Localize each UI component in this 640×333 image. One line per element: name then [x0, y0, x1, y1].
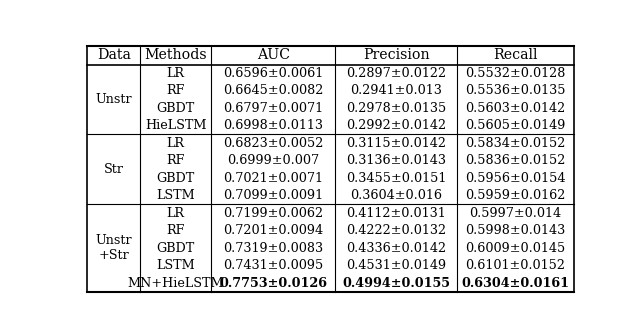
Text: 0.6009±0.0145: 0.6009±0.0145	[465, 241, 565, 254]
Text: 0.6998±0.0113: 0.6998±0.0113	[223, 119, 323, 132]
Text: RF: RF	[166, 84, 185, 97]
Text: 0.5605±0.0149: 0.5605±0.0149	[465, 119, 565, 132]
Text: 0.6797±0.0071: 0.6797±0.0071	[223, 102, 323, 115]
Text: 0.7099±0.0091: 0.7099±0.0091	[223, 189, 323, 202]
Text: GBDT: GBDT	[157, 102, 195, 115]
Text: 0.5532±0.0128: 0.5532±0.0128	[465, 67, 565, 80]
Text: 0.6823±0.0052: 0.6823±0.0052	[223, 137, 324, 150]
Text: 0.5997±0.014: 0.5997±0.014	[469, 206, 561, 219]
Text: 0.7753±0.0126: 0.7753±0.0126	[220, 276, 328, 289]
Text: 0.5998±0.0143: 0.5998±0.0143	[465, 224, 565, 237]
Text: 0.6101±0.0152: 0.6101±0.0152	[465, 259, 565, 272]
Text: 0.6596±0.0061: 0.6596±0.0061	[223, 67, 323, 80]
Text: Str: Str	[104, 163, 124, 176]
Text: GBDT: GBDT	[157, 241, 195, 254]
Text: 0.5836±0.0152: 0.5836±0.0152	[465, 154, 565, 167]
Text: 0.3604±0.016: 0.3604±0.016	[350, 189, 442, 202]
Text: RF: RF	[166, 154, 185, 167]
Text: MN+HieLSTM: MN+HieLSTM	[127, 276, 224, 289]
Text: 0.4994±0.0155: 0.4994±0.0155	[342, 276, 450, 289]
Text: AUC: AUC	[257, 48, 290, 63]
Text: Unstr
+Str: Unstr +Str	[95, 234, 132, 262]
Text: RF: RF	[166, 224, 185, 237]
Text: 0.2941±0.013: 0.2941±0.013	[350, 84, 442, 97]
Text: 0.2992±0.0142: 0.2992±0.0142	[346, 119, 446, 132]
Text: 0.4222±0.0132: 0.4222±0.0132	[346, 224, 446, 237]
Text: 0.5959±0.0162: 0.5959±0.0162	[465, 189, 565, 202]
Text: HieLSTM: HieLSTM	[145, 119, 207, 132]
Text: LSTM: LSTM	[156, 259, 195, 272]
Text: 0.3115±0.0142: 0.3115±0.0142	[346, 137, 446, 150]
Text: LSTM: LSTM	[156, 189, 195, 202]
Text: Recall: Recall	[493, 48, 538, 63]
Text: Unstr: Unstr	[95, 93, 132, 106]
Text: 0.2897±0.0122: 0.2897±0.0122	[346, 67, 446, 80]
Text: 0.2978±0.0135: 0.2978±0.0135	[346, 102, 446, 115]
Text: 0.7201±0.0094: 0.7201±0.0094	[223, 224, 323, 237]
Text: 0.7431±0.0095: 0.7431±0.0095	[223, 259, 323, 272]
Text: 0.4336±0.0142: 0.4336±0.0142	[346, 241, 446, 254]
Text: 0.6645±0.0082: 0.6645±0.0082	[223, 84, 324, 97]
Text: Precision: Precision	[363, 48, 429, 63]
Text: 0.4112±0.0131: 0.4112±0.0131	[346, 206, 446, 219]
Text: 0.3136±0.0143: 0.3136±0.0143	[346, 154, 446, 167]
Text: Data: Data	[97, 48, 131, 63]
Text: 0.6304±0.0161: 0.6304±0.0161	[461, 276, 569, 289]
Text: 0.7021±0.0071: 0.7021±0.0071	[223, 171, 323, 184]
Text: 0.7319±0.0083: 0.7319±0.0083	[223, 241, 323, 254]
Text: Methods: Methods	[145, 48, 207, 63]
Text: 0.5834±0.0152: 0.5834±0.0152	[465, 137, 565, 150]
Text: 0.6999±0.007: 0.6999±0.007	[227, 154, 319, 167]
Text: 0.4531±0.0149: 0.4531±0.0149	[346, 259, 446, 272]
Text: LR: LR	[166, 206, 185, 219]
Text: 0.5603±0.0142: 0.5603±0.0142	[465, 102, 565, 115]
Text: LR: LR	[166, 137, 185, 150]
Text: 0.5536±0.0135: 0.5536±0.0135	[465, 84, 566, 97]
Text: 0.7199±0.0062: 0.7199±0.0062	[223, 206, 323, 219]
Text: LR: LR	[166, 67, 185, 80]
Text: 0.3455±0.0151: 0.3455±0.0151	[346, 171, 446, 184]
Text: GBDT: GBDT	[157, 171, 195, 184]
Text: 0.5956±0.0154: 0.5956±0.0154	[465, 171, 566, 184]
